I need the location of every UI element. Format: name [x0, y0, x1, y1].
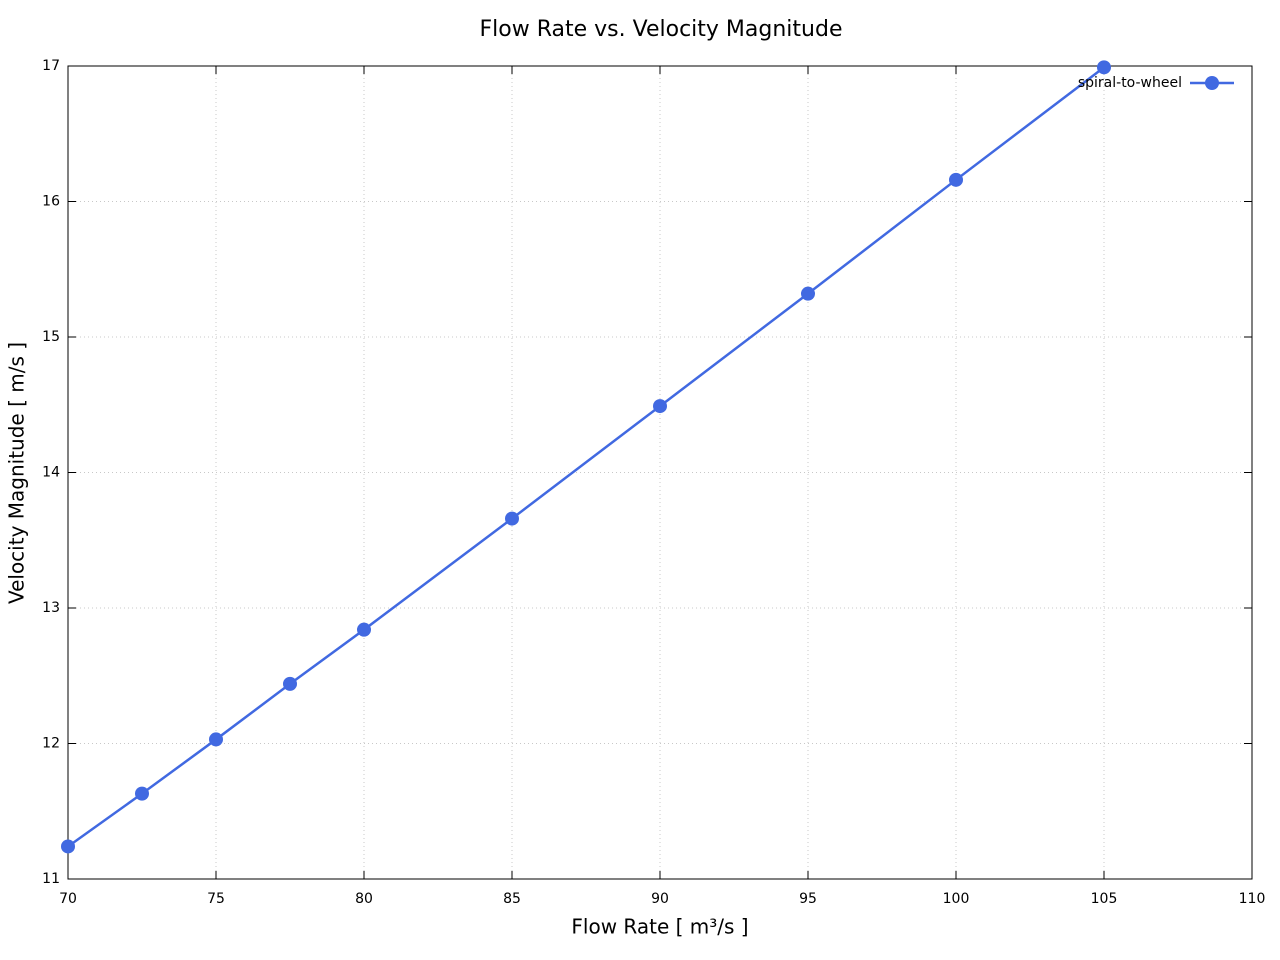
- point: [653, 399, 667, 414]
- x-tick-label: 105: [1091, 891, 1118, 907]
- x-tick-label: 90: [651, 891, 669, 907]
- point: [283, 676, 297, 691]
- x-axis-label: Flow Rate [ m³/s ]: [571, 915, 748, 939]
- point: [61, 839, 75, 854]
- point: [135, 786, 149, 801]
- point: [357, 622, 371, 637]
- x-tick-label: 70: [59, 891, 77, 907]
- y-tick-label: 16: [42, 194, 60, 210]
- x-tick-label: 95: [799, 891, 817, 907]
- y-tick-label: 11: [42, 871, 60, 887]
- x-tick-label: 80: [355, 891, 373, 907]
- plot-border: [67, 65, 1253, 880]
- x-tick-label: 110: [1239, 891, 1266, 907]
- y-tick-label: 15: [42, 329, 60, 345]
- y-tick-label: 12: [42, 736, 60, 752]
- legend-label: spiral-to-wheel: [1078, 75, 1182, 91]
- y-axis-label: Velocity Magnitude [ m/s ]: [5, 342, 29, 604]
- y-tick-label: 17: [42, 58, 60, 74]
- x-tick-label: 75: [207, 891, 225, 907]
- point: [505, 511, 519, 526]
- point: [801, 286, 815, 301]
- chart-title: Flow Rate vs. Velocity Magnitude: [480, 17, 843, 42]
- point: [209, 732, 223, 747]
- point: [1097, 60, 1111, 75]
- x-tick-label: 85: [503, 891, 521, 907]
- y-tick-label: 14: [42, 465, 60, 481]
- legend-marker: [1205, 76, 1219, 90]
- line: [67, 66, 1105, 848]
- x-tick-label: 100: [943, 891, 970, 907]
- y-tick-label: 13: [42, 600, 60, 616]
- point: [949, 172, 963, 187]
